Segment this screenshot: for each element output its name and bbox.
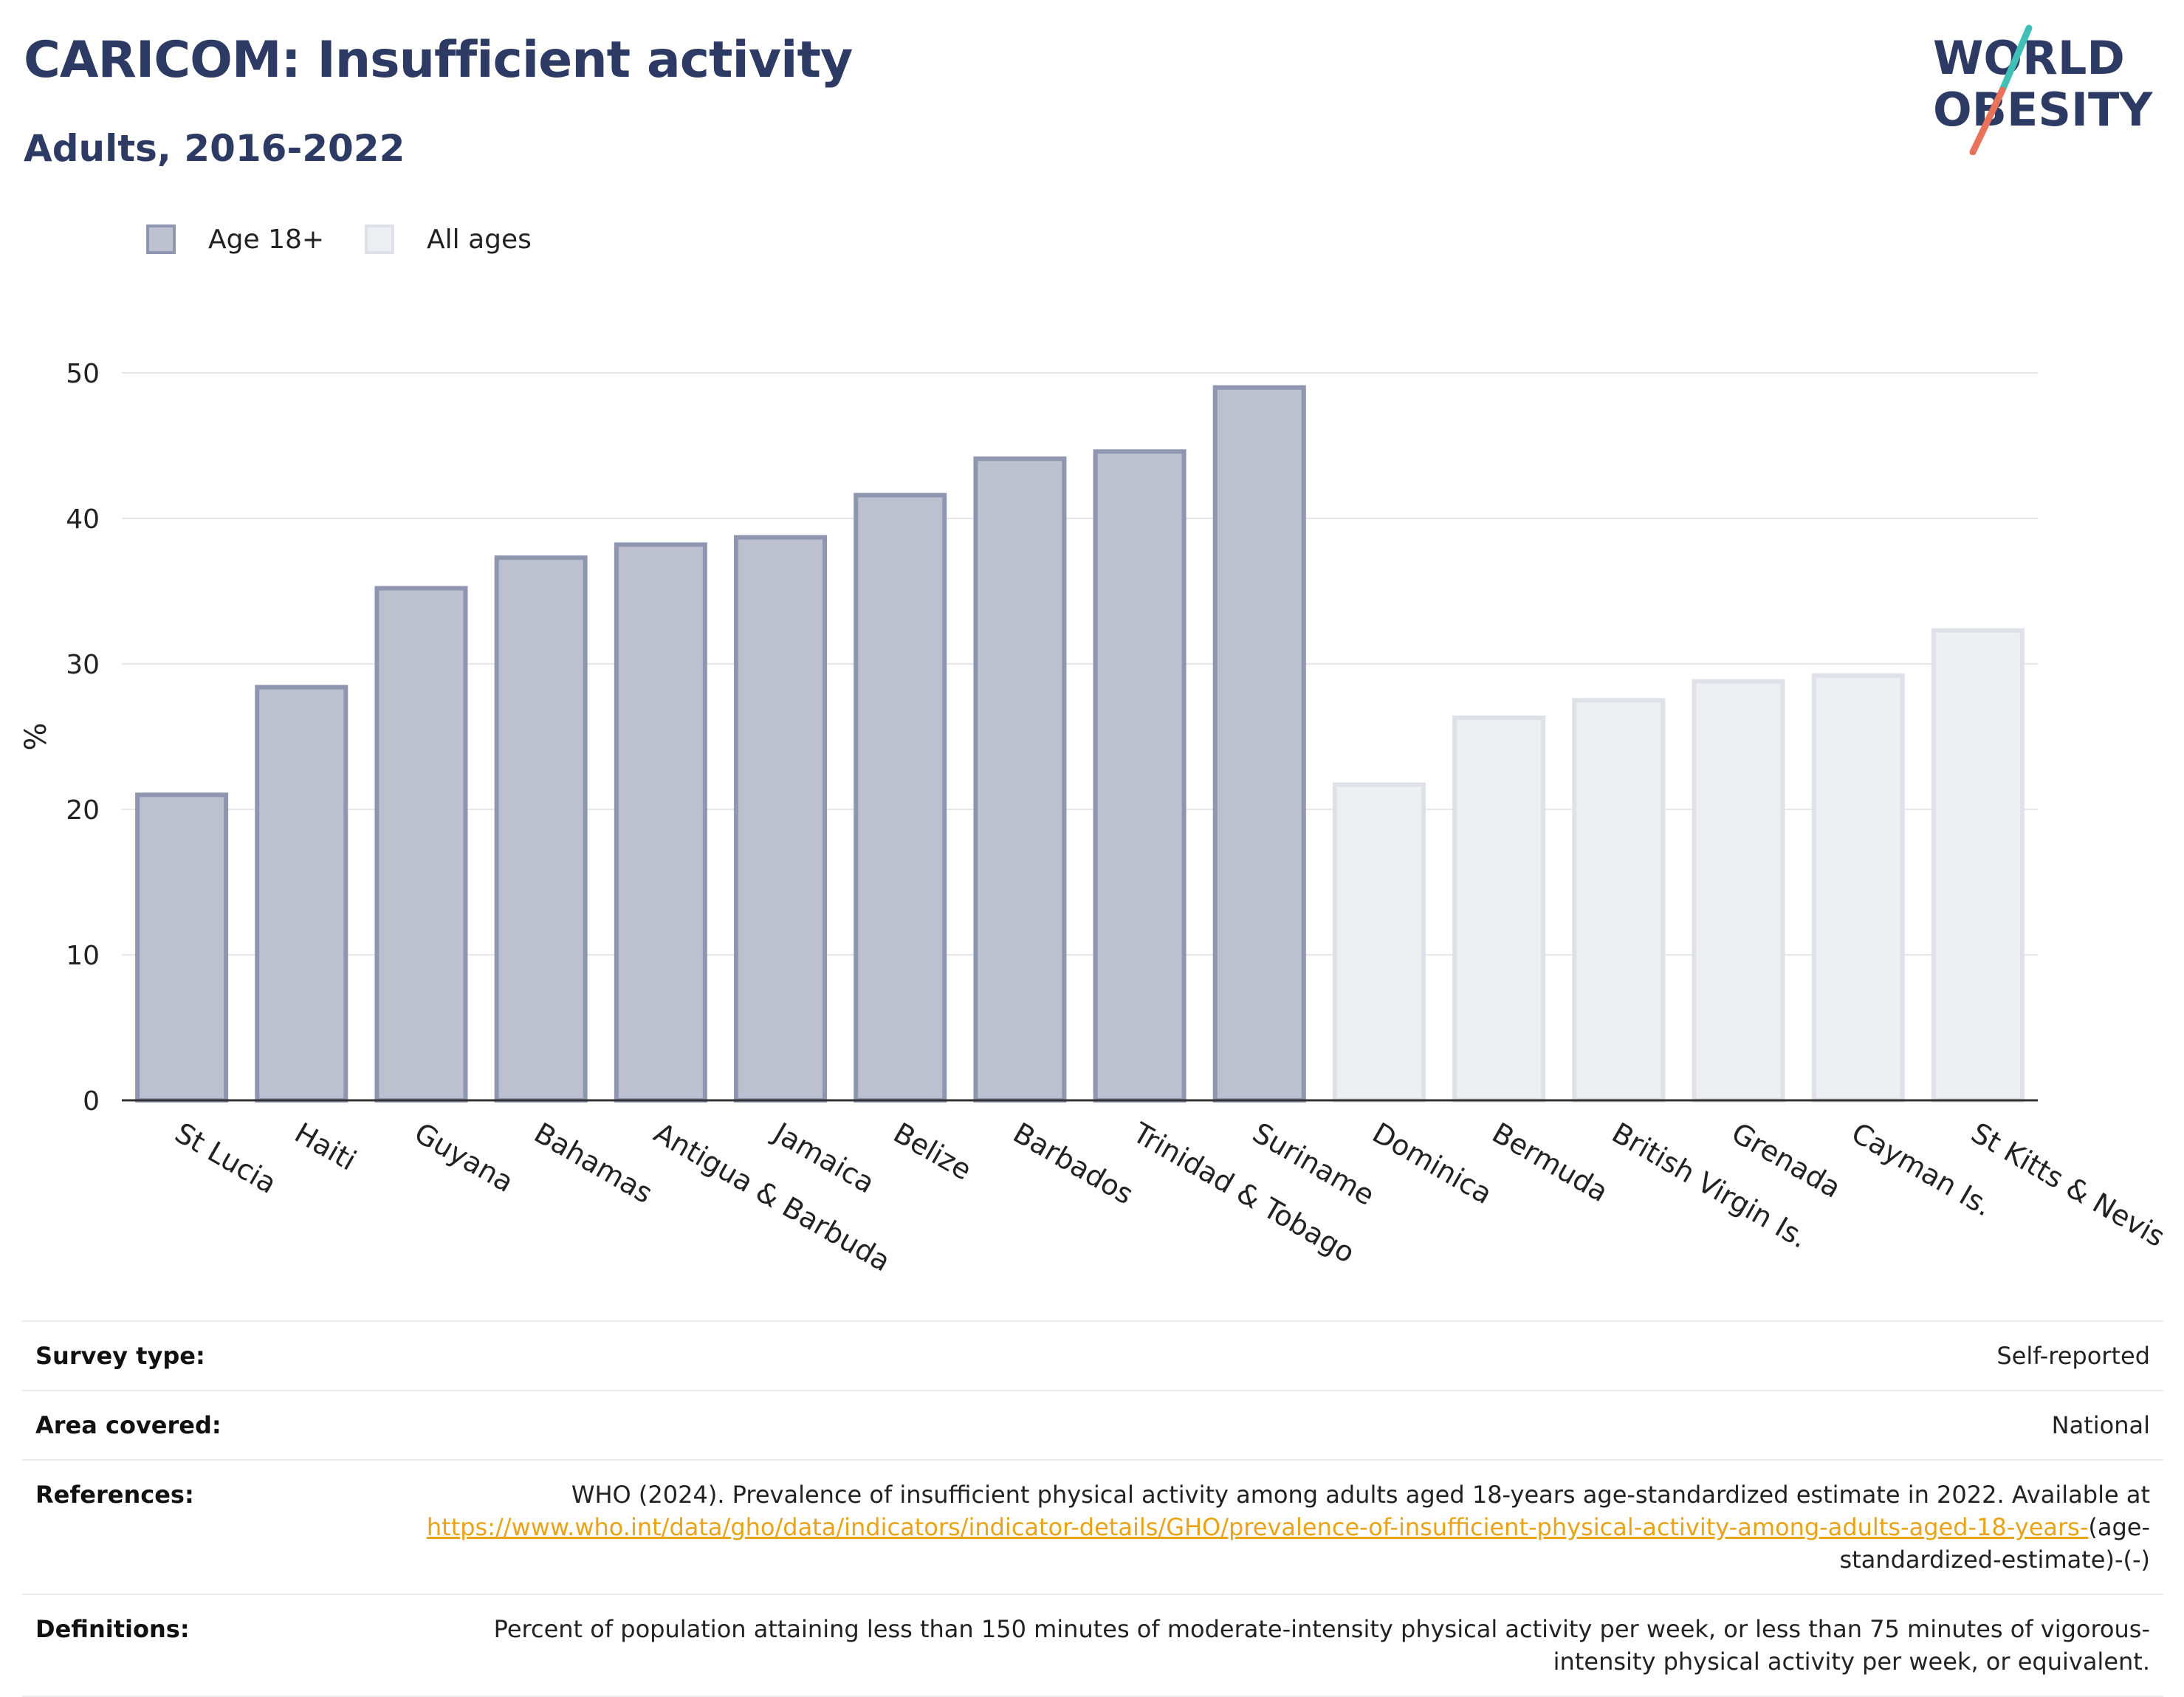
- reference-link[interactable]: https://www.who.int/data/gho/data/indica…: [426, 1513, 2089, 1541]
- bar-belize[interactable]: [854, 493, 947, 1103]
- bars: [135, 385, 2025, 1103]
- y-tick-label: 20: [66, 795, 100, 826]
- info-row-definitions: Definitions: Percent of population attai…: [22, 1594, 2163, 1697]
- bar-jamaica[interactable]: [734, 535, 828, 1103]
- x-tick-label: Guyana: [409, 1117, 519, 1199]
- legend-label-all-ages: All ages: [427, 224, 532, 255]
- bar-suriname[interactable]: [1212, 385, 1306, 1103]
- bar-barbados[interactable]: [973, 456, 1067, 1103]
- y-tick-label: 30: [66, 650, 100, 680]
- bar-dominica[interactable]: [1332, 782, 1426, 1103]
- y-tick-label: 0: [83, 1086, 100, 1117]
- legend-swatch-age-18: [146, 224, 176, 254]
- info-value: Self-reported: [1996, 1342, 2150, 1370]
- info-row-references: References: WHO (2024). Prevalence of in…: [22, 1459, 2163, 1594]
- bar-grenada[interactable]: [1692, 679, 1785, 1103]
- info-value: National: [2051, 1411, 2150, 1439]
- bar-cayman-is-[interactable]: [1811, 673, 1905, 1103]
- x-tick-label: St Kitts & Nevis: [1965, 1117, 2170, 1253]
- bar-antigua-barbuda[interactable]: [614, 542, 707, 1103]
- x-tick-label: Bermuda: [1487, 1117, 1614, 1209]
- x-tick-label: Trinidad & Tobago: [1127, 1116, 1360, 1269]
- logo-slash-bottom: [1969, 86, 2006, 155]
- world-obesity-logo: WORLD OBESITY: [1933, 24, 2153, 155]
- y-axis-label: %: [19, 722, 53, 750]
- x-tick-label: Dominica: [1367, 1117, 1497, 1211]
- bar-guyana[interactable]: [374, 586, 468, 1103]
- legend-label-age-18: Age 18+: [208, 224, 325, 255]
- bar-bahamas[interactable]: [494, 555, 588, 1103]
- bar-british-virgin-is-[interactable]: [1572, 698, 1666, 1103]
- legend-swatch-all-ages: [365, 224, 394, 254]
- info-value: Percent of population attaining less tha…: [493, 1615, 2150, 1676]
- info-label: Area covered:: [35, 1411, 222, 1439]
- bar-st-kitts-nevis[interactable]: [1931, 628, 2025, 1103]
- info-row-survey-type: Survey type: Self-reported: [22, 1320, 2163, 1390]
- y-tick-label: 50: [66, 359, 100, 389]
- info-label: Survey type:: [35, 1342, 205, 1370]
- bar-haiti[interactable]: [255, 685, 348, 1103]
- info-row-area-covered: Area covered: National: [22, 1390, 2163, 1459]
- bar-trinidad-tobago[interactable]: [1093, 449, 1187, 1103]
- x-tick-label: British Virgin Is.: [1607, 1117, 1813, 1255]
- logo-text-world: WORLD: [1933, 31, 2125, 85]
- logo-text-obesity: OBESITY: [1933, 83, 2153, 137]
- legend-item-all-ages[interactable]: All ages: [365, 217, 532, 261]
- x-tick-label: Belize: [888, 1117, 978, 1187]
- reference-text: WHO (2024). Prevalence of insufficient p…: [571, 1481, 2150, 1509]
- y-tick-label: 10: [66, 941, 100, 971]
- logo-slash-top: [1999, 24, 2033, 94]
- x-tick-label: Bahamas: [529, 1117, 658, 1210]
- chart-title: CARICOM: Insufficient activity: [24, 31, 853, 89]
- info-label: References:: [35, 1481, 194, 1509]
- info-label: Definitions:: [35, 1615, 190, 1643]
- y-tick-label: 40: [66, 504, 100, 535]
- info-value-references: WHO (2024). Prevalence of insufficient p…: [405, 1478, 2150, 1576]
- legend-item-age-18[interactable]: Age 18+: [146, 217, 324, 261]
- x-tick-label: St Lucia: [170, 1117, 282, 1200]
- bar-st-lucia[interactable]: [135, 792, 229, 1103]
- y-tick-labels: 0 10 20 30 40 50: [66, 359, 100, 1117]
- bar-bermuda[interactable]: [1452, 715, 1546, 1103]
- reference-suffix: (age-standardized-estimate)-(-): [1839, 1513, 2150, 1574]
- x-tick-label: Barbados: [1008, 1117, 1139, 1211]
- x-tick-label: Haiti: [289, 1117, 362, 1177]
- chart-subtitle: Adults, 2016-2022: [24, 127, 405, 170]
- info-table: Survey type: Self-reported Area covered:…: [22, 1320, 2163, 1697]
